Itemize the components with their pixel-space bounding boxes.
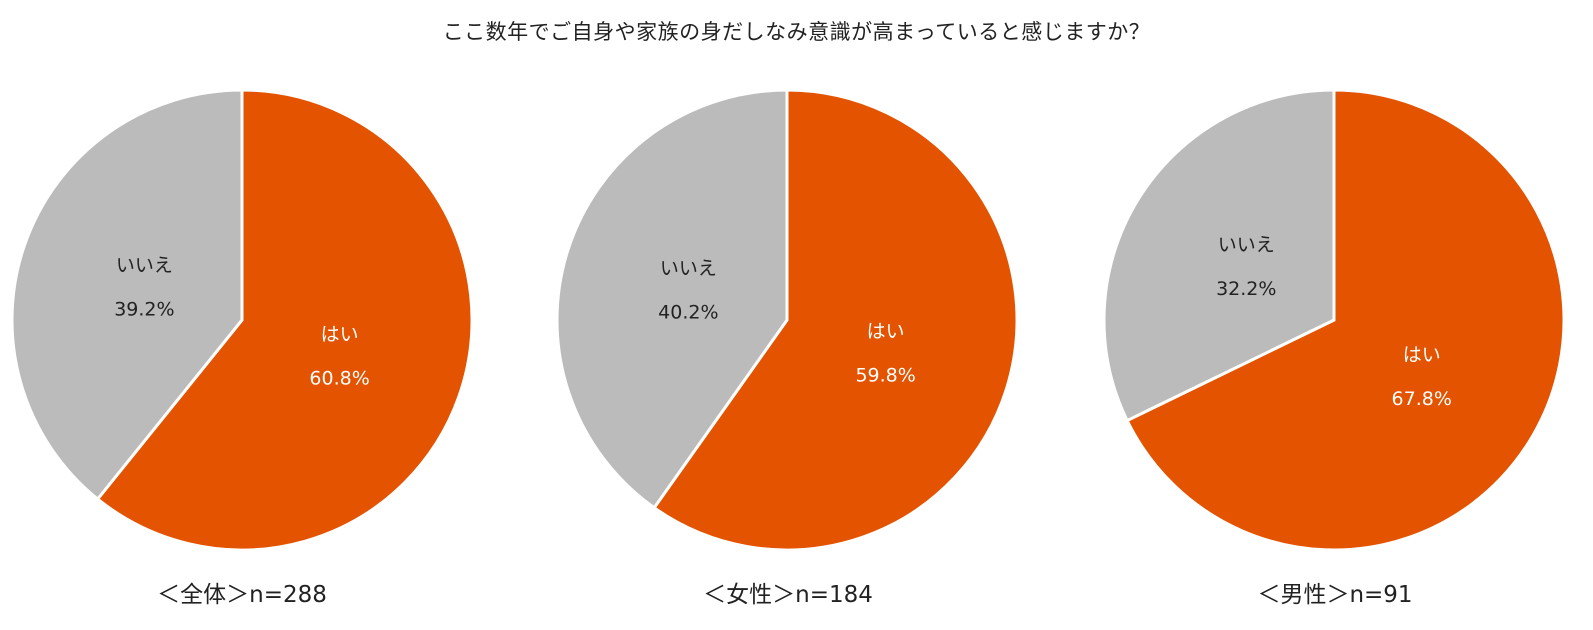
slice-no: [10, 88, 244, 502]
pie-chart-female: はい 59.8% いいえ 40.2%: [555, 88, 1019, 552]
slice-category-label: いいえ: [1218, 234, 1275, 256]
slice-category-label: いいえ: [116, 255, 173, 277]
slice-yes: [652, 88, 1019, 552]
slice-yes: [1125, 88, 1566, 552]
caption-female: ＜女性＞n=184: [703, 582, 873, 608]
slice-value-label: 59.8%: [855, 364, 915, 386]
caption-male: ＜男性＞n=91: [1257, 582, 1413, 608]
caption-all: ＜全体＞n=288: [157, 582, 327, 608]
slice-category-label: はい: [1403, 344, 1441, 366]
slice-value-label: 32.2%: [1216, 278, 1276, 300]
slice-category-label: はい: [867, 320, 905, 342]
pie-chart-all: はい 60.8% いいえ 39.2%: [10, 88, 474, 552]
slice-value-label: 39.2%: [114, 299, 174, 321]
slice-value-label: 67.8%: [1392, 388, 1452, 410]
pie-chart-male: はい 67.8% いいえ 32.2%: [1102, 88, 1566, 552]
slice-no: [555, 88, 789, 510]
slice-value-label: 40.2%: [658, 302, 718, 324]
slice-category-label: はい: [321, 323, 359, 345]
slice-no: [1102, 88, 1336, 423]
slice-yes: [95, 88, 474, 552]
slice-category-label: いいえ: [660, 258, 717, 280]
chart-title: ここ数年でご自身や家族の身だしなみ意識が高まっていると感じますか？: [442, 20, 1151, 44]
slice-value-label: 60.8%: [309, 367, 369, 389]
